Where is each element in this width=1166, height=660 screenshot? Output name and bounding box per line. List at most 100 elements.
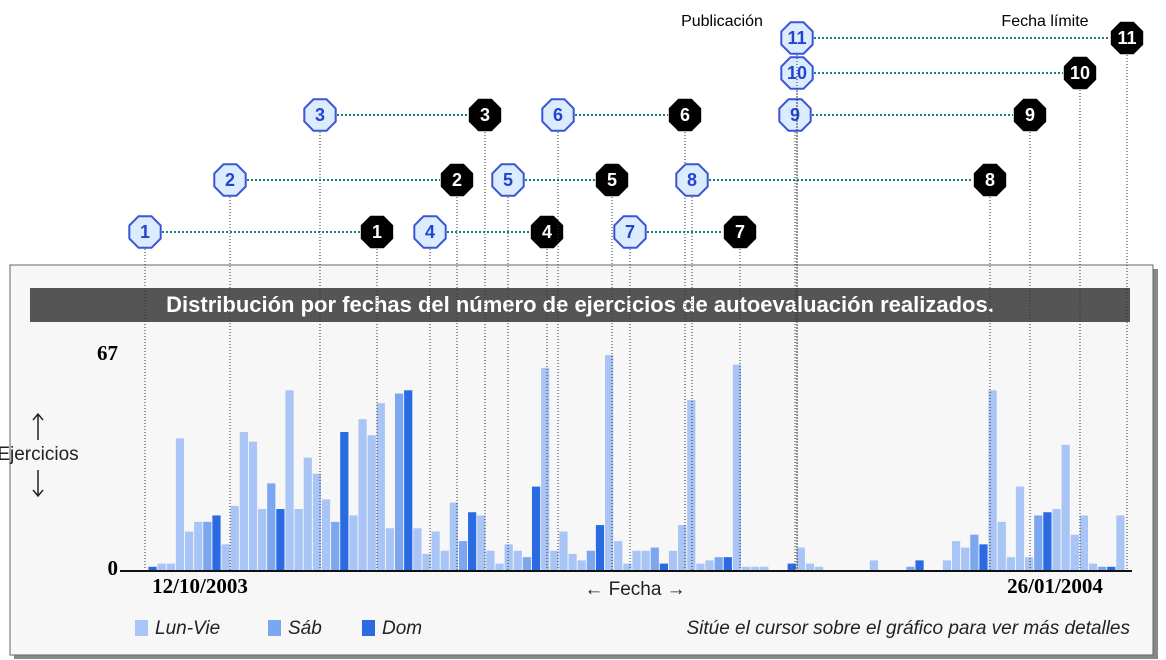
bar [468,512,477,570]
bar [586,550,595,570]
bar [212,515,221,570]
publication-marker [491,163,525,197]
publication-marker [303,98,337,132]
chart-panel [9,264,1154,656]
legend-label: Sáb [288,618,322,639]
bar [796,547,805,570]
publication-number: 7 [625,222,635,242]
bar [1043,512,1052,570]
bar [1025,557,1034,570]
deadline-number: 11 [1117,28,1136,48]
bar [175,438,185,570]
bar [449,502,458,570]
publication-marker [675,163,709,197]
bar [230,505,239,570]
deadline-marker [440,163,474,197]
publication-number: 6 [553,105,563,125]
bar [522,557,532,570]
legend-swatch [135,620,148,636]
bar [568,553,577,570]
bar [203,521,212,570]
bar [358,419,367,570]
bar [951,541,961,570]
title-bar [30,288,1130,322]
bar [595,525,605,570]
bar [787,563,796,570]
bar [394,393,404,570]
bar [668,550,678,570]
deadline-number: 9 [1025,105,1035,125]
bar [166,563,175,570]
bar [559,531,568,570]
bar [760,566,769,570]
bar [148,566,157,570]
bar [495,563,504,570]
publication-marker [541,98,575,132]
bar [504,544,513,570]
deadline-legend: Fecha límite [1001,13,1088,30]
publication-number: 2 [225,170,235,190]
publication-legend: Publicación [681,13,763,30]
publication-number: 10 [787,63,807,83]
deadline-number: 6 [680,105,690,125]
deadline-marker [1013,98,1047,132]
x-axis-label: ← Fecha → [584,579,685,600]
bar [276,509,285,570]
deadline-marker [1110,21,1144,55]
deadline-marker [973,163,1007,197]
deadline-marker [668,98,702,132]
bar [349,515,358,570]
legend-swatch [268,620,281,636]
y-axis-label: Ejercicios [0,444,79,465]
bar [1107,566,1116,570]
bar [367,435,376,570]
bar [604,355,614,570]
bar [815,566,824,570]
publication-number: 9 [790,105,800,125]
bar [486,550,495,570]
bar [623,563,632,570]
bar [422,553,431,570]
bar [550,550,559,570]
y-arrows [32,412,44,498]
deadline-number: 5 [607,170,617,190]
bar [248,441,258,570]
bar [194,521,203,570]
publication-number: 8 [687,170,697,190]
bar [239,432,248,570]
bar [942,560,952,570]
bar [988,390,997,570]
bar [906,566,915,570]
bar [477,515,486,570]
bar [404,390,413,570]
bar [431,531,440,570]
publication-number: 11 [787,28,806,48]
bar [751,566,760,570]
bar [312,473,322,570]
deadline-marker [1063,56,1097,90]
deadline-number: 7 [735,222,745,242]
deadline-marker [530,215,564,249]
bar [1070,534,1079,570]
publication-marker [413,215,447,249]
bar [285,390,294,570]
bar [970,534,979,570]
bar [221,544,230,570]
publication-number: 3 [315,105,325,125]
bar [413,528,422,570]
legend-label: Lun-Vie [155,618,220,639]
deadline-marker [723,215,757,249]
publication-marker [128,215,162,249]
bar [614,541,623,570]
bar [321,499,331,570]
hint-note: Sitúe el cursor sobre el gráfico para ve… [686,618,1130,639]
x-start-label: 12/10/2003 [152,574,248,598]
bar [157,563,166,570]
bar [632,550,641,570]
deadline-number: 1 [372,222,382,242]
bar [714,557,723,570]
bar [732,364,742,570]
bar [696,563,705,570]
bar [805,563,815,570]
